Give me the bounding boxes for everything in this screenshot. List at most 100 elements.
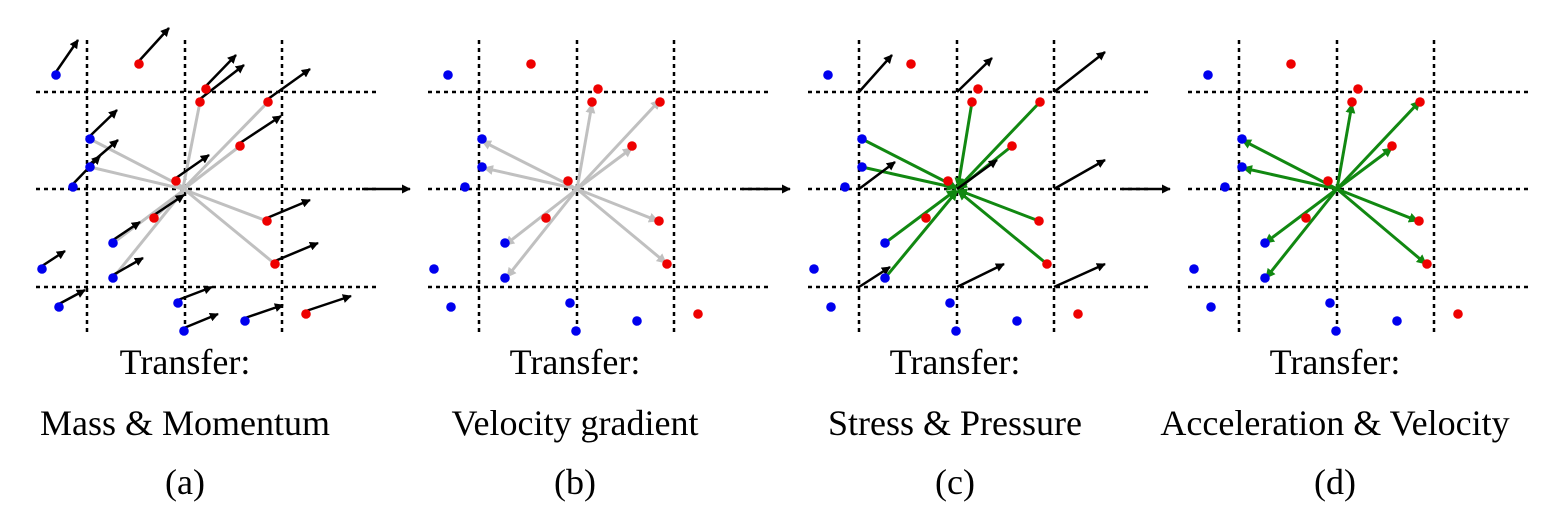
transfer-arrow xyxy=(883,190,959,279)
particle-red xyxy=(1414,216,1424,226)
particle-red xyxy=(195,97,205,107)
transfer-arrow xyxy=(576,146,633,191)
particle-blue xyxy=(500,238,510,248)
particle-red xyxy=(263,97,273,107)
particle-blue xyxy=(880,238,890,248)
particle-blue xyxy=(85,162,95,172)
particle-blue xyxy=(809,264,819,274)
node-velocity-arrow xyxy=(858,54,893,93)
particle-velocity-arrow xyxy=(58,288,86,306)
transfer-arrow xyxy=(1264,188,1339,279)
particle-red xyxy=(526,59,536,69)
particle-blue xyxy=(443,70,453,80)
particle-velocity-arrow xyxy=(267,67,311,101)
particle-red xyxy=(1007,141,1017,151)
particle-blue xyxy=(840,182,850,192)
caption-line1-d: Transfer: xyxy=(1269,342,1401,382)
particle-red xyxy=(1301,213,1311,223)
node-velocity-arrow xyxy=(858,161,896,190)
particle-blue xyxy=(1331,326,1341,336)
particle-red xyxy=(171,176,181,186)
particle-red xyxy=(541,213,551,223)
particle-velocity-arrow xyxy=(41,249,66,268)
particle-blue xyxy=(85,134,95,144)
particle-red xyxy=(1073,309,1083,319)
particle-blue xyxy=(51,70,61,80)
panel-a xyxy=(36,27,380,336)
particle-blue xyxy=(880,273,890,283)
transfer-arrow xyxy=(861,137,957,189)
transfer-arrows xyxy=(1241,99,1427,279)
transfer-arrow xyxy=(1336,187,1427,266)
caption-label-b: (b) xyxy=(554,462,596,502)
particle-blue xyxy=(477,162,487,172)
transfer-arrow xyxy=(576,187,659,223)
transfer-arrow xyxy=(89,137,184,189)
transfer-arrow xyxy=(957,189,1048,266)
particle-red xyxy=(967,97,977,107)
particle-blue xyxy=(108,273,118,283)
particle-blue xyxy=(108,238,118,248)
particle-blue xyxy=(1203,70,1213,80)
particle-red xyxy=(1323,176,1333,186)
particle-red xyxy=(1347,97,1357,107)
particle-blue xyxy=(446,302,456,312)
transfer-arrow xyxy=(1264,187,1338,245)
panel-b xyxy=(428,40,772,336)
caption-line2-b: Velocity gradient xyxy=(451,403,699,443)
particle-blue xyxy=(477,134,487,144)
particle-blue xyxy=(1237,162,1247,172)
particle-red xyxy=(662,259,672,269)
panel-d xyxy=(1188,40,1532,336)
particle-velocity-arrow xyxy=(266,198,311,220)
transfer-arrows xyxy=(481,98,667,278)
transfer-arrow xyxy=(954,101,974,188)
particle-blue xyxy=(1260,273,1270,283)
particle-blue xyxy=(826,302,836,312)
caption-line2-d: Acceleration & Velocity xyxy=(1160,403,1510,443)
transfer-arrow xyxy=(956,100,1042,190)
transfer-arrow xyxy=(504,187,578,247)
particle-blue xyxy=(945,298,955,308)
caption-line1-a: Transfer: xyxy=(119,342,251,382)
transfer-arrow xyxy=(575,98,662,191)
particle-red xyxy=(134,59,144,69)
particle-red xyxy=(1035,97,1045,107)
particle-red xyxy=(201,84,211,94)
transfer-arrow xyxy=(1336,146,1393,191)
particle-blue xyxy=(68,182,78,192)
particle-red xyxy=(1286,59,1296,69)
node-velocity-arrow xyxy=(1053,158,1106,191)
node-velocity-arrows xyxy=(858,51,1106,289)
grid-lines xyxy=(1188,40,1532,336)
particle-blue xyxy=(37,264,47,274)
caption-line1-b: Transfer: xyxy=(509,342,641,382)
particle-red xyxy=(906,59,916,69)
transfer-arrow xyxy=(181,100,270,191)
caption-label-d: (d) xyxy=(1314,462,1356,502)
particle-velocity-arrow xyxy=(274,241,319,263)
particle-blue xyxy=(429,264,439,274)
particle-red xyxy=(1415,97,1425,107)
particle-red xyxy=(1387,141,1397,151)
transfer-arrow xyxy=(1242,165,1338,191)
transfer-arrow xyxy=(1335,99,1422,191)
particle-red xyxy=(654,216,664,226)
particle-blue xyxy=(240,316,250,326)
particle-red xyxy=(1453,309,1463,319)
particle-red xyxy=(262,216,272,226)
particle-blue xyxy=(823,70,833,80)
node-velocity-arrow xyxy=(956,57,993,93)
particle-blue xyxy=(460,182,470,192)
transfer-arrow xyxy=(1335,103,1356,190)
caption-line2-c: Stress & Pressure xyxy=(828,403,1082,443)
particle-velocity-arrow xyxy=(305,294,352,313)
particle-blue xyxy=(173,298,183,308)
particle-velocity-arrow xyxy=(54,39,80,73)
transfer-arrow xyxy=(505,188,579,278)
particle-red xyxy=(270,259,280,269)
transfer-arrow xyxy=(89,165,184,191)
transfer-arrow xyxy=(111,189,186,279)
particle-red xyxy=(655,97,665,107)
grid-lines xyxy=(428,40,772,336)
